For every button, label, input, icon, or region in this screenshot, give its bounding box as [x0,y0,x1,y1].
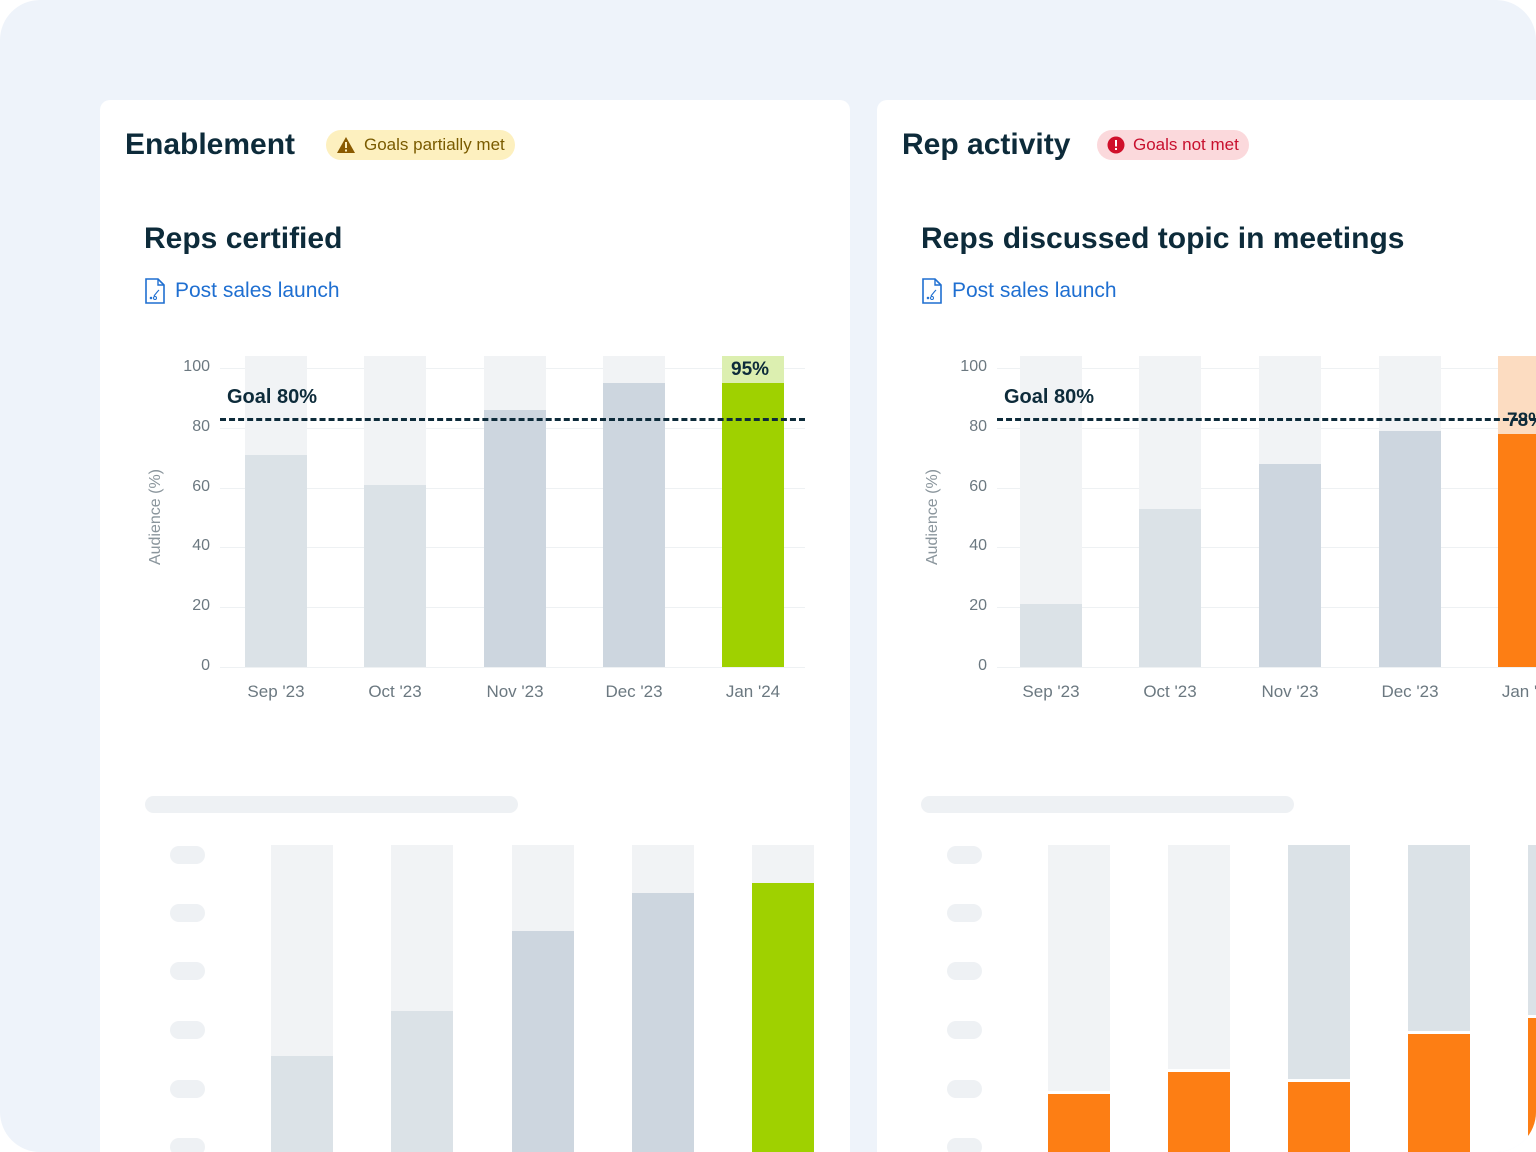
y-tick-label: 100 [183,358,210,375]
document-playbook-icon [145,278,165,304]
x-tick-label: Jan '24 [725,682,781,701]
placeholder-tick [947,1138,982,1152]
bar [484,409,546,667]
placeholder-bar [752,883,814,1152]
badge-label: Goals partially met [364,135,505,154]
bar [1379,430,1441,667]
x-tick-label: Dec '23 [1381,682,1439,701]
bar [1259,463,1321,667]
placeholder-title [921,796,1294,813]
document-playbook-icon [922,278,942,304]
x-tick-label: Dec '23 [605,682,663,701]
x-tick-label: Oct '23 [1143,682,1197,701]
bar [1498,433,1536,667]
error-circle-icon [1107,136,1125,154]
goal-line [997,417,1536,421]
placeholder-bar-track [1528,845,1536,1152]
y-tick-label: 40 [969,537,987,555]
placeholder-tick [170,962,205,980]
link-label: Post sales launch [952,279,1117,302]
card-title: Enablement [125,128,296,161]
y-tick-label: 60 [969,477,987,495]
data-label: 95% [731,358,770,380]
y-tick-label: 80 [969,417,987,435]
placeholder-tick [947,962,982,980]
placeholder-tick [170,1080,205,1098]
badge-label: Goals not met [1133,135,1239,154]
playbook-link[interactable]: Post sales launch [921,278,1117,304]
x-tick-label: Oct '23 [368,682,422,701]
bar [1139,508,1201,667]
placeholder-tick [947,846,982,864]
placeholder-tick [170,1021,205,1039]
bar [603,382,665,667]
bar [722,382,784,667]
chart-title: Reps discussed topic in meetings [921,222,1405,255]
placeholder-tick [170,1138,205,1152]
placeholder-bar [1288,1078,1350,1152]
y-tick-label: 0 [201,657,210,674]
bar [245,454,307,667]
y-axis-label: Audience (%) [147,468,164,565]
placeholder-tick [170,846,205,864]
y-tick-label: 100 [960,358,987,375]
placeholder-bar [391,1011,453,1152]
placeholder-bar [512,931,574,1152]
playbook-link[interactable]: Post sales launch [144,278,340,304]
link-label: Post sales launch [175,279,340,302]
placeholder-bar [632,893,694,1152]
y-axis-label: Audience (%) [924,468,941,565]
x-tick-label: Sep '23 [1022,682,1080,701]
goal-label: Goal 80% [1004,385,1095,408]
placeholder-tick [947,1080,982,1098]
bar [1020,604,1082,667]
gridline [220,667,805,668]
status-badge[interactable]: Goals partially met [326,130,515,160]
gridline [997,667,1536,668]
placeholder-bar [1168,1069,1230,1152]
goal-line [220,417,805,421]
card-title: Rep activity [902,128,1071,161]
bar [364,484,426,667]
placeholder-tick [947,904,982,922]
x-tick-label: Nov '23 [486,682,544,701]
goal-label: Goal 80% [227,385,318,408]
chart-title: Reps certified [144,222,343,255]
placeholder-bar [1408,1030,1470,1152]
placeholder-bar [271,1056,333,1152]
y-tick-label: 0 [978,657,987,674]
y-tick-label: 20 [192,597,210,615]
placeholder-bar [1528,1014,1536,1152]
y-tick-label: 40 [192,537,210,555]
placeholder-title [145,796,518,813]
warning-triangle-icon [337,137,355,153]
y-tick-label: 20 [969,597,987,615]
placeholder-tick [170,904,205,922]
x-tick-label: Jan '24 [1501,682,1536,701]
placeholder-tick [947,1021,982,1039]
y-tick-label: 80 [192,417,210,435]
y-tick-label: 60 [192,477,210,495]
x-tick-label: Sep '23 [247,682,305,701]
status-badge[interactable]: Goals not met [1097,130,1249,160]
placeholder-bar [1048,1091,1110,1152]
x-tick-label: Nov '23 [1261,682,1319,701]
